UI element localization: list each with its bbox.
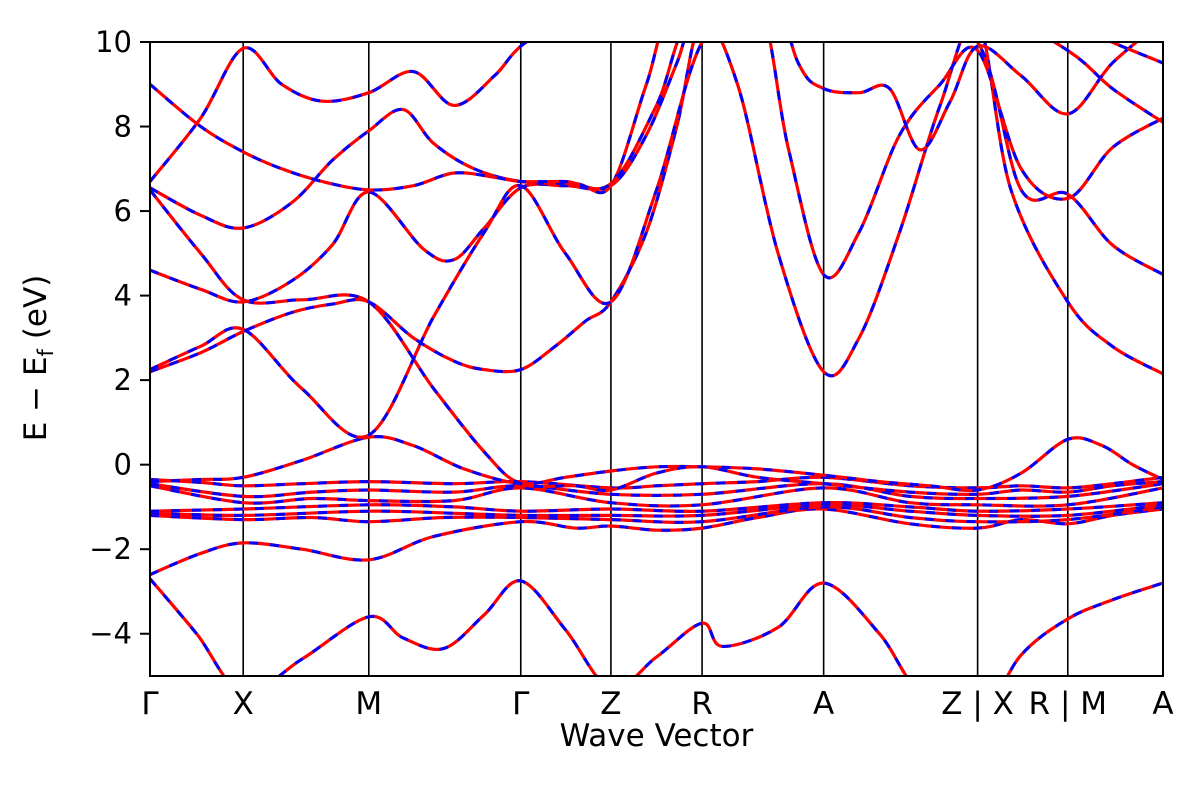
- y-tick-label: 6: [114, 194, 132, 228]
- plot-frame: [149, 41, 1164, 677]
- y-tick-label: 4: [114, 279, 132, 313]
- band-line-solid: [150, 42, 1163, 304]
- band-line-solid: [150, 505, 1163, 524]
- y-tick-label: 0: [114, 448, 132, 482]
- band-line-solid: [150, 484, 1163, 508]
- bands-group: [150, 42, 1163, 676]
- band-line-dashed: [150, 435, 1163, 492]
- y-tick-label: 10: [95, 25, 132, 59]
- x-tick-label: R | M: [1029, 686, 1107, 722]
- x-tick-label: Γ: [512, 686, 530, 722]
- x-tick-label: Z | X: [941, 686, 1014, 722]
- band-line-dashed: [150, 188, 1163, 496]
- band-line-solid: [150, 42, 1163, 183]
- x-tick-label: M: [355, 686, 382, 722]
- y-tick-label: 8: [114, 110, 132, 144]
- x-tick-label: A: [813, 686, 834, 722]
- x-tick-label: A: [1152, 686, 1173, 722]
- y-tick-label: −2: [89, 532, 132, 566]
- band-line-solid: [150, 482, 1163, 501]
- band-line-dashed: [150, 507, 1163, 576]
- band-line-solid: [150, 188, 1163, 496]
- band-line-dashed: [150, 42, 1163, 192]
- y-tick-label: −4: [89, 617, 132, 651]
- band-line-dashed: [150, 42, 1163, 439]
- band-line-dashed: [150, 42, 1163, 183]
- y-axis-label-post: (eV): [18, 274, 54, 350]
- band-line-dashed: [150, 42, 1163, 378]
- x-tick-label: R: [691, 686, 713, 722]
- y-axis-label-subscript: f: [34, 349, 58, 357]
- x-axis-label: Wave Vector: [559, 718, 754, 754]
- x-tick-label: X: [233, 686, 254, 722]
- band-line-dashed: [150, 501, 1163, 513]
- band-line-dashed: [150, 42, 1139, 230]
- band-line-dashed: [150, 475, 1163, 490]
- y-tick-label: 2: [114, 363, 132, 397]
- band-line-dashed: [150, 577, 1163, 676]
- x-tick-label: Z: [600, 686, 621, 722]
- x-tick-label: Γ: [141, 686, 159, 722]
- y-axis-label: E − Ef (eV): [18, 274, 58, 442]
- band-line-dashed: [150, 503, 1163, 518]
- y-axis-label-pre: E − E: [18, 356, 54, 442]
